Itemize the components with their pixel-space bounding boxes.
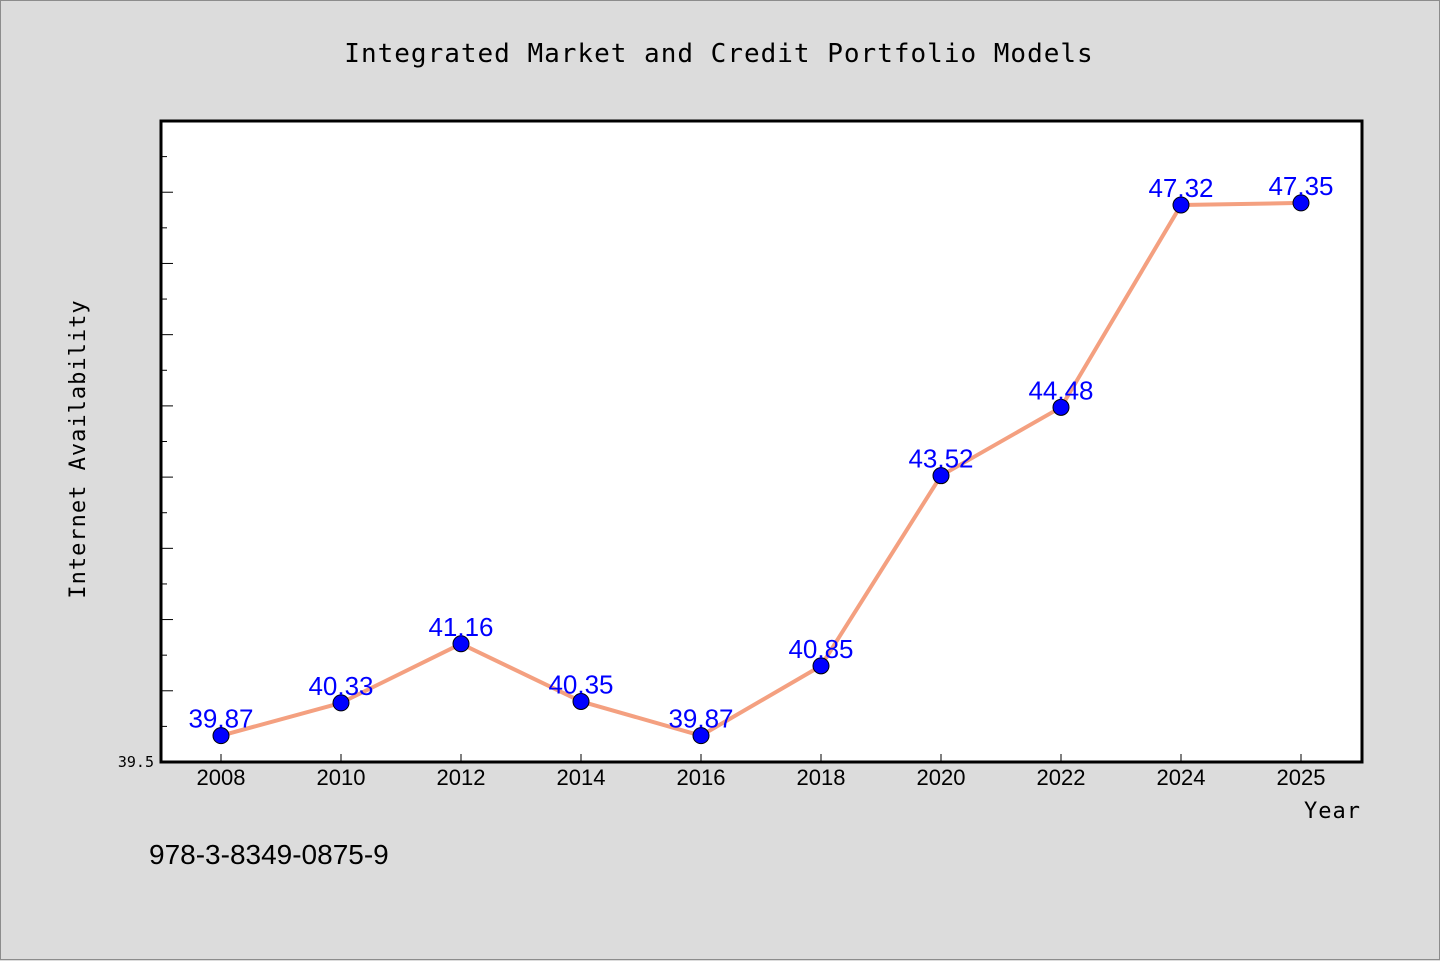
data-label: 39.87 bbox=[668, 704, 733, 734]
isbn-label: 978-3-8349-0875-9 bbox=[149, 839, 389, 870]
data-label: 47.35 bbox=[1268, 171, 1333, 201]
x-axis-ticks: 2008 2010 2012 2014 2016 2018 2020 2022 2024 2025 bbox=[197, 754, 1326, 790]
x-tick-label: 2022 bbox=[1037, 765, 1086, 790]
series-line bbox=[220, 200, 1302, 738]
y-tick-label: 39.5 bbox=[118, 753, 154, 771]
data-point bbox=[1052, 398, 1070, 416]
data-point bbox=[1292, 194, 1310, 212]
data-label: 40.33 bbox=[308, 671, 373, 701]
data-point bbox=[572, 692, 590, 710]
data-point bbox=[212, 727, 230, 745]
data-label: 40.85 bbox=[788, 634, 853, 664]
data-label: 39.87 bbox=[188, 704, 253, 734]
data-point bbox=[932, 467, 950, 485]
data-label: 41.16 bbox=[428, 612, 493, 642]
data-label: 47.32 bbox=[1148, 173, 1213, 203]
data-point bbox=[692, 727, 710, 745]
data-point bbox=[332, 694, 350, 712]
data-label: 44.48 bbox=[1028, 375, 1093, 405]
data-point bbox=[1172, 196, 1190, 214]
plot-area bbox=[159, 119, 1364, 764]
x-tick-label: 2010 bbox=[317, 765, 366, 790]
y-axis-title: Internet Availability bbox=[66, 299, 91, 598]
data-point bbox=[812, 657, 830, 675]
x-tick-label: 2012 bbox=[437, 765, 486, 790]
series-layer: 39.87 40.33 41.16 40.35 39.87 40.85 43.52 44.48… bbox=[188, 171, 1334, 745]
data-label: 43.52 bbox=[908, 444, 973, 474]
x-axis-title: Year bbox=[1304, 799, 1361, 824]
y-axis-ticks bbox=[161, 120, 173, 763]
x-tick-label: 2008 bbox=[197, 765, 246, 790]
x-tick-label: 2025 bbox=[1277, 765, 1326, 790]
data-label: 40.35 bbox=[548, 669, 613, 699]
x-tick-label: 2016 bbox=[677, 765, 726, 790]
x-tick-label: 2018 bbox=[797, 765, 846, 790]
data-point bbox=[452, 635, 470, 653]
chart-title: Integrated Market and Credit Portfolio M… bbox=[344, 39, 1093, 69]
x-tick-label: 2014 bbox=[557, 765, 606, 790]
x-tick-label: 2024 bbox=[1157, 765, 1206, 790]
x-tick-label: 2020 bbox=[917, 765, 966, 790]
